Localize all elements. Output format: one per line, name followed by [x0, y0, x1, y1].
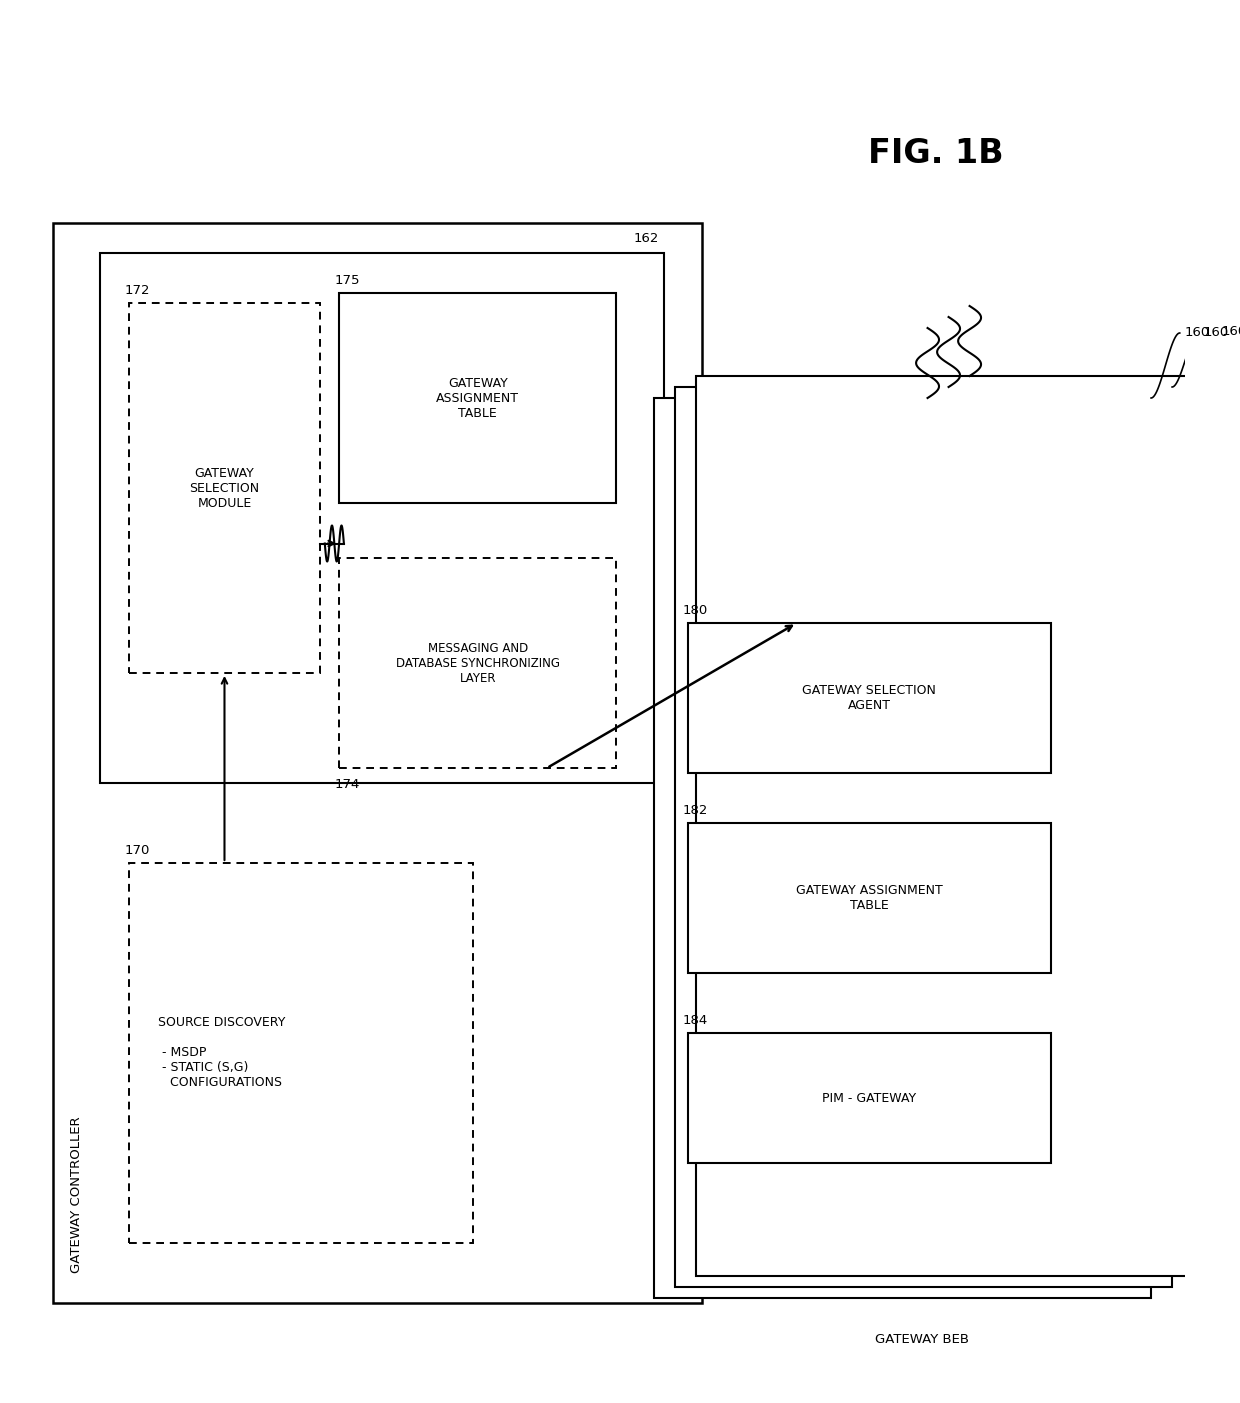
- FancyBboxPatch shape: [129, 303, 320, 673]
- Text: PIM - GATEWAY: PIM - GATEWAY: [822, 1092, 916, 1104]
- Text: GATEWAY
ASSIGNMENT
TABLE: GATEWAY ASSIGNMENT TABLE: [436, 376, 520, 419]
- Text: SOURCE DISCOVERY

 - MSDP
 - STATIC (S,G)
   CONFIGURATIONS: SOURCE DISCOVERY - MSDP - STATIC (S,G) C…: [157, 1017, 285, 1090]
- FancyBboxPatch shape: [688, 1033, 1050, 1163]
- FancyBboxPatch shape: [655, 398, 1151, 1298]
- FancyBboxPatch shape: [697, 376, 1193, 1275]
- FancyBboxPatch shape: [52, 223, 702, 1303]
- Text: 184: 184: [683, 1014, 708, 1027]
- Text: 170: 170: [124, 845, 150, 857]
- Text: FIG. 1B: FIG. 1B: [868, 136, 1004, 170]
- Text: 162: 162: [634, 231, 660, 246]
- Text: GATEWAY CONTROLLER: GATEWAY CONTROLLER: [69, 1117, 83, 1273]
- FancyBboxPatch shape: [339, 558, 616, 767]
- Text: GATEWAY ASSIGNMENT
TABLE: GATEWAY ASSIGNMENT TABLE: [796, 884, 942, 912]
- Text: GATEWAY BEB: GATEWAY BEB: [875, 1333, 968, 1345]
- Text: 160: 160: [1184, 327, 1210, 340]
- Text: 175: 175: [335, 274, 360, 288]
- FancyBboxPatch shape: [100, 253, 663, 783]
- Text: 160: 160: [1221, 324, 1240, 338]
- Text: 180: 180: [683, 605, 708, 617]
- Text: 182: 182: [683, 804, 708, 817]
- Text: 172: 172: [124, 283, 150, 297]
- Text: MESSAGING AND
DATABASE SYNCHRONIZING
LAYER: MESSAGING AND DATABASE SYNCHRONIZING LAY…: [396, 641, 559, 685]
- Text: GATEWAY
SELECTION
MODULE: GATEWAY SELECTION MODULE: [190, 467, 259, 509]
- Text: 160: 160: [1204, 325, 1229, 338]
- Text: 174: 174: [335, 779, 360, 791]
- FancyBboxPatch shape: [688, 623, 1050, 773]
- Text: GATEWAY SELECTION
AGENT: GATEWAY SELECTION AGENT: [802, 685, 936, 711]
- FancyBboxPatch shape: [688, 824, 1050, 974]
- FancyBboxPatch shape: [129, 863, 472, 1243]
- FancyBboxPatch shape: [676, 387, 1172, 1287]
- FancyBboxPatch shape: [339, 293, 616, 504]
